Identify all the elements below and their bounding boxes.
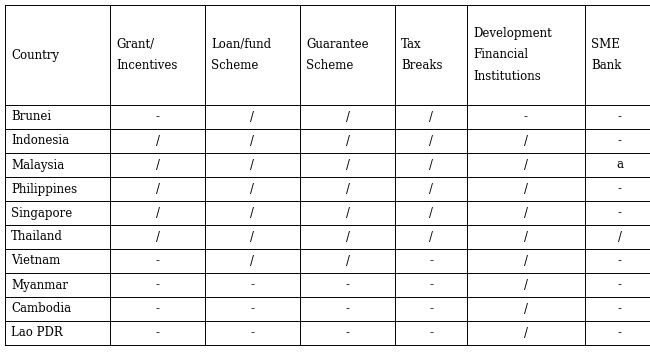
Text: -: - xyxy=(155,110,159,124)
Text: /: / xyxy=(250,230,255,244)
Text: -: - xyxy=(429,303,433,315)
Text: /: / xyxy=(524,326,528,340)
Text: /: / xyxy=(524,230,528,244)
Text: /: / xyxy=(429,230,433,244)
Text: a: a xyxy=(616,158,623,172)
Text: -: - xyxy=(618,255,622,267)
Text: -: - xyxy=(346,326,350,340)
Text: /: / xyxy=(524,255,528,267)
Text: /: / xyxy=(524,158,528,172)
Text: Philippines: Philippines xyxy=(11,183,77,195)
Text: -: - xyxy=(524,110,528,124)
Text: Brunei: Brunei xyxy=(11,110,51,124)
Text: /: / xyxy=(346,255,350,267)
Text: /: / xyxy=(346,230,350,244)
Text: Cambodia: Cambodia xyxy=(11,303,71,315)
Text: -: - xyxy=(155,255,159,267)
Text: /: / xyxy=(155,135,159,147)
Text: Development
Financial
Institutions: Development Financial Institutions xyxy=(473,27,552,83)
Text: /: / xyxy=(155,158,159,172)
Text: /: / xyxy=(429,110,433,124)
Text: /: / xyxy=(250,135,255,147)
Text: /: / xyxy=(346,183,350,195)
Text: /: / xyxy=(429,183,433,195)
Text: /: / xyxy=(346,110,350,124)
Text: /: / xyxy=(524,135,528,147)
Text: -: - xyxy=(346,303,350,315)
Text: -: - xyxy=(429,255,433,267)
Text: -: - xyxy=(618,110,622,124)
Text: -: - xyxy=(155,326,159,340)
Text: -: - xyxy=(618,183,622,195)
Text: /: / xyxy=(250,206,255,220)
Text: /: / xyxy=(250,110,255,124)
Text: -: - xyxy=(155,303,159,315)
Text: Guarantee
Scheme: Guarantee Scheme xyxy=(306,38,369,72)
Text: Country: Country xyxy=(11,48,59,62)
Text: -: - xyxy=(155,278,159,292)
Text: Grant/
Incentives: Grant/ Incentives xyxy=(116,38,177,72)
Text: /: / xyxy=(524,303,528,315)
Text: -: - xyxy=(618,278,622,292)
Text: -: - xyxy=(618,135,622,147)
Text: Malaysia: Malaysia xyxy=(11,158,64,172)
Text: -: - xyxy=(618,206,622,220)
Text: Loan/fund
Scheme: Loan/fund Scheme xyxy=(211,38,271,72)
Text: /: / xyxy=(524,183,528,195)
Text: -: - xyxy=(346,278,350,292)
Text: /: / xyxy=(618,230,622,244)
Text: Tax
Breaks: Tax Breaks xyxy=(401,38,443,72)
Text: /: / xyxy=(346,135,350,147)
Text: Lao PDR: Lao PDR xyxy=(11,326,63,340)
Text: -: - xyxy=(429,278,433,292)
Text: /: / xyxy=(155,183,159,195)
Text: /: / xyxy=(429,206,433,220)
Text: /: / xyxy=(346,158,350,172)
Text: /: / xyxy=(155,230,159,244)
Text: -: - xyxy=(250,278,255,292)
Text: /: / xyxy=(346,206,350,220)
Text: /: / xyxy=(429,135,433,147)
Text: Indonesia: Indonesia xyxy=(11,135,69,147)
Text: Myanmar: Myanmar xyxy=(11,278,68,292)
Text: -: - xyxy=(618,326,622,340)
Text: Vietnam: Vietnam xyxy=(11,255,60,267)
Text: /: / xyxy=(250,255,255,267)
Text: /: / xyxy=(250,158,255,172)
Text: SME
Bank: SME Bank xyxy=(591,38,621,72)
Text: /: / xyxy=(155,206,159,220)
Text: /: / xyxy=(429,158,433,172)
Text: -: - xyxy=(429,326,433,340)
Text: /: / xyxy=(524,278,528,292)
Text: -: - xyxy=(250,326,255,340)
Text: -: - xyxy=(250,303,255,315)
Text: Singapore: Singapore xyxy=(11,206,72,220)
Text: /: / xyxy=(524,206,528,220)
Text: Thailand: Thailand xyxy=(11,230,63,244)
Text: /: / xyxy=(250,183,255,195)
Text: -: - xyxy=(618,303,622,315)
